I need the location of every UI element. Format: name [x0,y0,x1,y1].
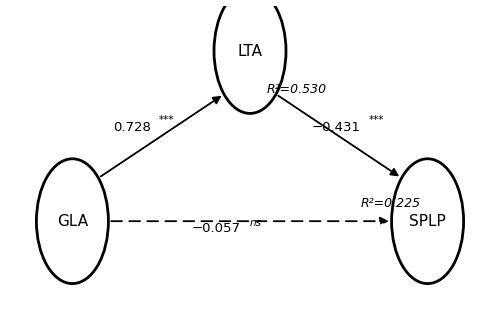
Text: ns: ns [249,218,261,228]
Text: LTA: LTA [238,44,262,58]
Text: GLA: GLA [57,214,88,229]
Text: R²=0.225: R²=0.225 [360,197,420,210]
Ellipse shape [36,159,109,284]
Text: ***: *** [369,115,384,125]
Text: −0.431: −0.431 [312,121,361,134]
Text: SPLP: SPLP [409,214,446,229]
FancyArrowPatch shape [278,96,398,175]
Text: 0.728: 0.728 [114,121,152,134]
Text: R²=0.530: R²=0.530 [267,83,327,96]
Text: ***: *** [158,115,174,125]
FancyArrowPatch shape [111,218,387,225]
Ellipse shape [214,0,286,114]
Text: −0.057: −0.057 [192,222,241,235]
Ellipse shape [392,159,464,284]
FancyArrowPatch shape [100,97,220,176]
